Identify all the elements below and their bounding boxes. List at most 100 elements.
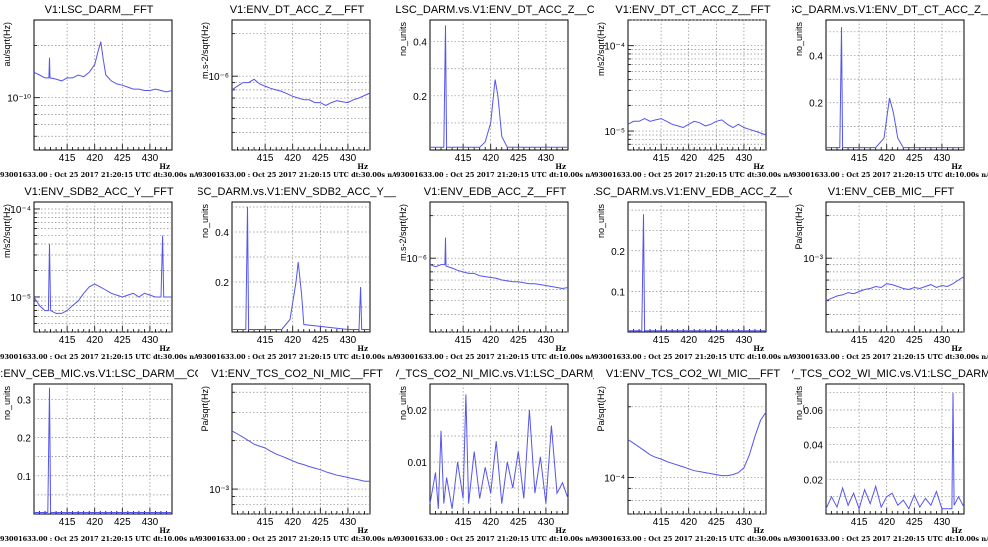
y-tick-label: 10⁻⁵	[604, 127, 625, 138]
series-line	[627, 118, 767, 136]
x-tick-label: 415	[653, 335, 670, 346]
plot-svg: V1:ENV_DT_ACC_Z__FFT 415 420 425 430 10⁻⁶m.s-…	[198, 4, 396, 179]
x-tick-label: 420	[284, 335, 301, 346]
plot-frame	[33, 201, 173, 333]
x-tick-label: 420	[680, 335, 697, 346]
plot-footer: 93001633.00 : Oct 25 2017 21:20:15 UTC d…	[198, 353, 396, 361]
plot-title: V1:ENV_CEB_MIC.vs.V1:LSC_DARM__COH	[0, 368, 198, 380]
plot-panel: V1:LSC_DARM.vs.V1:ENV_DT_CT_ACC_Z__COH 41…	[792, 0, 988, 182]
x-tick-label: 430	[934, 335, 951, 346]
y-axis-label: no_units	[398, 22, 408, 57]
x-tick-label: 425	[906, 517, 923, 528]
y-tick-label: 0.01	[408, 458, 428, 469]
y-tick-label: 10⁻⁵	[10, 293, 31, 304]
x-tick-label: 415	[59, 153, 76, 164]
plot-footer: 93001633.00 : Oct 25 2017 21:20:15 UTC d…	[792, 535, 988, 543]
y-tick-label: 10⁻⁶	[406, 254, 427, 265]
y-tick-label: 0.2	[809, 99, 823, 110]
plot-frame	[429, 201, 569, 333]
plot-frame	[627, 19, 767, 151]
plot-title: V1:LSC_DARM.vs.V1:ENV_SDB2_ACC_Y__COH	[198, 186, 396, 198]
plot-frame	[429, 383, 569, 515]
series-line	[231, 78, 371, 107]
plot-title: V1:LSC_DARM.vs.V1:ENV_DT_ACC_Z__COH	[396, 4, 594, 16]
x-axis-label: Hz	[555, 162, 566, 171]
plot-panel: V1:ENV_CEB_MIC__FFT 415 420 425 430 10⁻³ Pa/sq…	[792, 182, 988, 364]
y-tick-label: 0.4	[215, 228, 229, 239]
y-tick-label: 0.3	[17, 395, 31, 406]
x-tick-label: 415	[653, 517, 670, 528]
x-tick-label: 420	[680, 153, 697, 164]
plot-footer: 93001633.00 : Oct 25 2017 21:20:15 UTC d…	[396, 171, 594, 179]
x-axis-label: Hz	[753, 162, 764, 171]
plot-panel: V1:ENV_TCS_CO2_WI_MIC.vs.V1:LSC_DARM__CO…	[792, 364, 988, 546]
plot-footer: 93001633.00 : Oct 25 2017 21:20:15 UTC d…	[792, 353, 988, 361]
x-tick-label: 420	[878, 335, 895, 346]
plot-panel: V1:ENV_EDB_ACC_Z__FFT 415 420 425 430 10⁻⁶ m.s…	[396, 182, 594, 364]
x-axis-label: Hz	[357, 162, 368, 171]
plot-svg: V1:ENV_TCS_CO2_NI_MIC.vs.V1:LSC_DARM__CO…	[396, 368, 594, 543]
x-tick-label: 430	[538, 153, 555, 164]
plot-panel: V1:ENV_TCS_CO2_NI_MIC__FFT 415 420 425 430 10…	[198, 364, 396, 546]
x-axis-label: Hz	[159, 344, 170, 353]
plot-frame	[231, 201, 371, 333]
series-line	[627, 411, 767, 477]
y-axis-label: no_units	[2, 386, 12, 421]
y-tick-label: 0.4	[413, 38, 427, 49]
plot-footer: 93001633.00 : Oct 25 2017 21:20:15 UTC d…	[198, 171, 396, 179]
plot-panel: V1:ENV_TCS_CO2_NI_MIC.vs.V1:LSC_DARM__CO…	[396, 364, 594, 546]
x-tick-label: 430	[934, 153, 951, 164]
y-axis-label: m/s2/sqrt(Hz)	[596, 22, 606, 76]
x-tick-label: 430	[538, 517, 555, 528]
x-tick-label: 420	[86, 517, 103, 528]
y-tick-label: 0.1	[17, 472, 31, 483]
x-axis-label: Hz	[951, 344, 962, 353]
y-tick-label: 10⁻⁴	[604, 474, 625, 485]
plot-svg: V1:ENV_DT_CT_ACC_Z__FFT 415 420 425 430 10⁻⁵ 1…	[594, 4, 792, 179]
x-axis-label: Hz	[753, 344, 764, 353]
plot-panel: V1:ENV_CEB_MIC.vs.V1:LSC_DARM__COH 415 420…	[0, 364, 198, 546]
x-tick-label: 425	[708, 517, 725, 528]
y-tick-label: 10⁻⁴	[604, 42, 625, 53]
x-tick-label: 415	[257, 335, 274, 346]
y-tick-label: 0.06	[804, 406, 824, 417]
plot-title: V1:ENV_TCS_CO2_WI_MIC.vs.V1:LSC_DARM__CO…	[792, 368, 988, 380]
x-tick-label: 430	[142, 153, 159, 164]
x-axis-label: Hz	[951, 162, 962, 171]
plot-frame	[429, 19, 569, 151]
x-tick-label: 430	[934, 517, 951, 528]
x-tick-label: 430	[736, 335, 753, 346]
plot-title: V1:ENV_DT_ACC_Z__FFT	[230, 4, 365, 16]
x-tick-label: 430	[340, 153, 357, 164]
x-tick-label: 430	[736, 517, 753, 528]
x-tick-label: 425	[114, 335, 131, 346]
y-axis-label: Pa/sqrt(Hz)	[794, 204, 804, 250]
x-tick-label: 425	[906, 153, 923, 164]
x-tick-label: 415	[851, 517, 868, 528]
series-line	[33, 41, 173, 93]
series-line	[430, 25, 568, 148]
plot-panel: V1:LSC_DARM.vs.V1:ENV_DT_ACC_Z__COH 415 42…	[396, 0, 594, 182]
plot-panel: V1:ENV_DT_CT_ACC_Z__FFT 415 420 425 430 10⁻⁵ 1…	[594, 0, 792, 182]
x-tick-label: 420	[680, 517, 697, 528]
plot-panel: V1:LSC_DARM__FFT 415 420 425 430 10⁻¹⁰ au/sqrt…	[0, 0, 198, 182]
plot-panel: V1:ENV_SDB2_ACC_Y__FFT 415 420 425 430 10⁻⁵ 10…	[0, 182, 198, 364]
plot-svg: V1:ENV_EDB_ACC_Z__FFT 415 420 425 430 10⁻⁶m.s…	[396, 186, 594, 361]
series-line	[429, 394, 569, 509]
x-axis-label: Hz	[555, 344, 566, 353]
plot-frame	[231, 383, 371, 515]
x-tick-label: 420	[482, 517, 499, 528]
plot-frame	[825, 201, 965, 333]
plot-svg: V1:LSC_DARM__FFT 415 420 425 430 10⁻¹⁰ au/sqrt…	[0, 4, 198, 179]
plot-footer: 93001633.00 : Oct 25 2017 21:20:15 UTC d…	[198, 535, 396, 543]
plot-footer: 93001633.00 : Oct 25 2017 21:20:15 UTC d…	[594, 353, 792, 361]
x-tick-label: 425	[708, 153, 725, 164]
series-line	[825, 276, 965, 302]
plot-frame	[825, 383, 965, 515]
plot-svg: V1:ENV_TCS_CO2_WI_MIC.vs.V1:LSC_DARM__CO…	[792, 368, 988, 543]
plot-svg: V1:LSC_DARM.vs.V1:ENV_EDB_ACC_Z__COH 415 4…	[594, 186, 792, 361]
x-axis-label: Hz	[555, 526, 566, 535]
x-tick-label: 430	[142, 517, 159, 528]
plot-footer: 93001633.00 : Oct 25 2017 21:20:15 UTC d…	[0, 171, 198, 179]
plot-panel: V1:ENV_DT_ACC_Z__FFT 415 420 425 430 10⁻⁶ m.s-…	[198, 0, 396, 182]
